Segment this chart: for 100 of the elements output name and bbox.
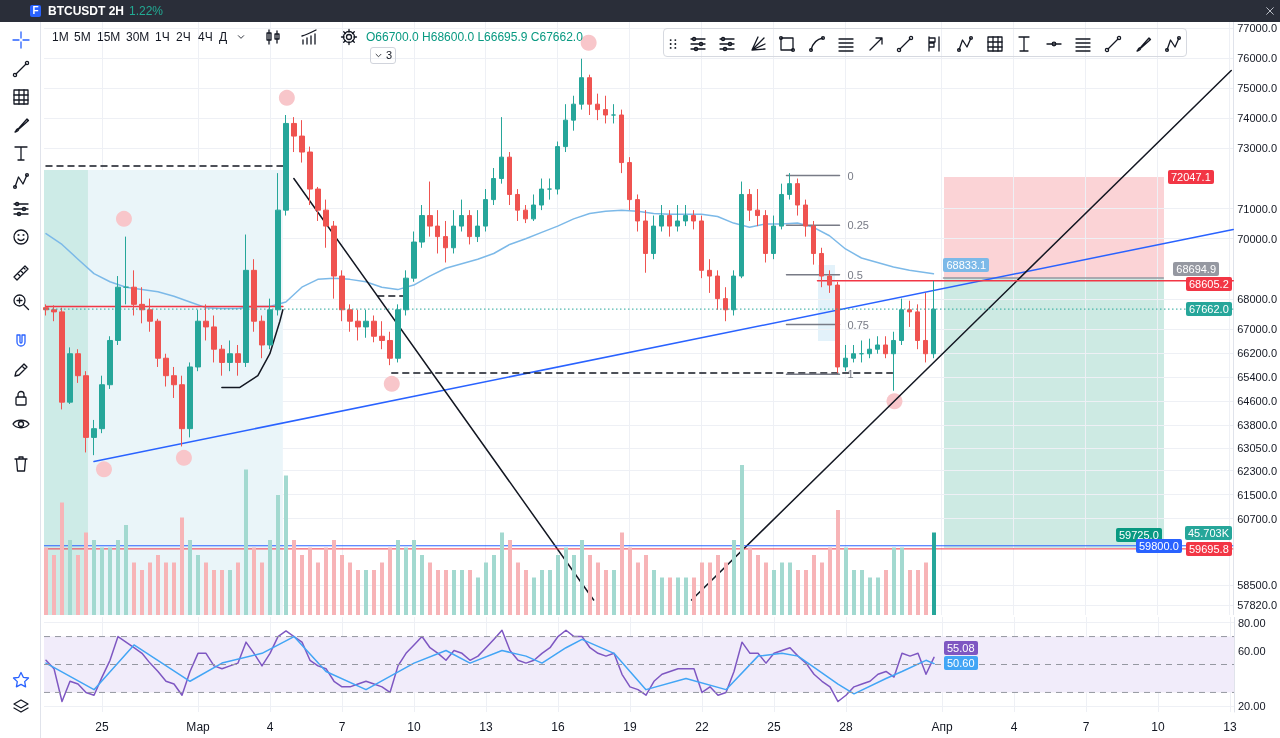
y-tick-label: 57820.0 <box>1237 599 1277 612</box>
bar <box>900 547 904 615</box>
candlestick <box>227 339 233 372</box>
annotation: 45.703K <box>1185 525 1232 540</box>
y-tick-label: 75000.0 <box>1237 82 1277 95</box>
candlestick <box>523 204 528 224</box>
candlestick <box>579 58 584 111</box>
bar <box>548 570 552 615</box>
candlestick <box>211 314 217 363</box>
candlestick <box>779 183 784 230</box>
x-tick-label: 7 <box>338 720 346 734</box>
candlestick <box>315 186 321 222</box>
bar <box>500 532 504 615</box>
bar <box>620 532 624 615</box>
series-label: 0.5 <box>847 268 863 281</box>
y-tick-label: 80.00 <box>1238 616 1266 629</box>
bar <box>164 562 168 615</box>
bar <box>116 540 120 615</box>
bar <box>324 547 328 615</box>
bar <box>284 475 288 615</box>
annotation: 5M <box>74 30 91 44</box>
candlestick <box>91 419 97 456</box>
candlestick <box>867 338 872 359</box>
bar <box>508 540 512 615</box>
bar <box>84 532 88 615</box>
bar <box>524 570 528 615</box>
bar <box>692 577 696 615</box>
chart-title: BTCUSDT 2H <box>48 4 125 18</box>
candlestick <box>99 375 105 434</box>
candlestick <box>331 220 337 300</box>
data-label: 68833.1 <box>943 257 990 272</box>
bar <box>340 555 344 615</box>
bar <box>772 570 776 615</box>
bar <box>380 562 384 615</box>
candlestick <box>843 344 848 372</box>
candlestick <box>635 193 640 233</box>
bar <box>716 555 720 615</box>
candlestick <box>147 298 153 333</box>
annotation: O66700.0 H68600.0 L66695.9 C67662.0 <box>366 30 583 44</box>
candlestick <box>915 303 920 350</box>
candlestick <box>707 258 712 294</box>
bar <box>428 562 432 615</box>
annotation: 15M <box>97 30 121 44</box>
candlestick <box>483 188 488 233</box>
bar <box>636 562 640 615</box>
y-tick-label: 62300.0 <box>1237 464 1277 477</box>
bar <box>92 540 96 615</box>
candlestick <box>459 199 464 233</box>
candlestick <box>891 331 896 392</box>
bar <box>804 570 808 615</box>
y-tick-label: 70000.0 <box>1237 232 1277 245</box>
bar <box>60 502 64 615</box>
candlestick <box>723 286 728 322</box>
candlestick <box>75 348 81 384</box>
candlestick <box>59 307 65 410</box>
bar <box>356 570 360 615</box>
bar <box>332 540 336 615</box>
candlestick <box>907 300 912 328</box>
y-tick-label: 63050.0 <box>1237 441 1277 454</box>
bar <box>652 570 656 615</box>
bar <box>156 555 160 615</box>
candlestick <box>491 167 496 206</box>
candlestick <box>795 178 800 217</box>
bar <box>132 562 136 615</box>
bar <box>76 555 80 615</box>
bar <box>212 570 216 615</box>
candlestick <box>835 281 840 374</box>
bar <box>396 540 400 615</box>
candlestick <box>923 292 928 363</box>
y-tick-label: 63800.0 <box>1237 419 1277 432</box>
candlestick <box>627 156 632 211</box>
candlestick <box>747 188 752 222</box>
bar <box>612 570 616 615</box>
candlestick <box>883 335 888 359</box>
bar <box>644 555 648 615</box>
bar <box>316 562 320 615</box>
bar <box>44 547 48 615</box>
candlestick <box>555 141 560 195</box>
candlestick <box>435 209 440 254</box>
bar <box>932 532 936 615</box>
bar <box>220 570 224 615</box>
candlestick <box>739 181 744 279</box>
annotation: 30M <box>126 30 150 44</box>
bar <box>740 465 744 615</box>
y-tick-label: 60700.0 <box>1237 512 1277 525</box>
candlestick <box>347 303 353 333</box>
bar <box>236 562 240 615</box>
bar <box>708 562 712 615</box>
bar <box>764 562 768 615</box>
x-tick-label: 25 <box>767 720 781 734</box>
bar <box>244 469 248 615</box>
x-tick-label: 13 <box>479 720 493 734</box>
candlestick <box>819 247 824 288</box>
candlestick <box>515 188 520 222</box>
data-label: 68694.9 <box>1173 262 1220 277</box>
candlestick <box>443 220 448 264</box>
candlestick <box>643 209 648 274</box>
candlestick <box>699 215 704 279</box>
bar <box>724 562 728 615</box>
bar <box>860 570 864 615</box>
